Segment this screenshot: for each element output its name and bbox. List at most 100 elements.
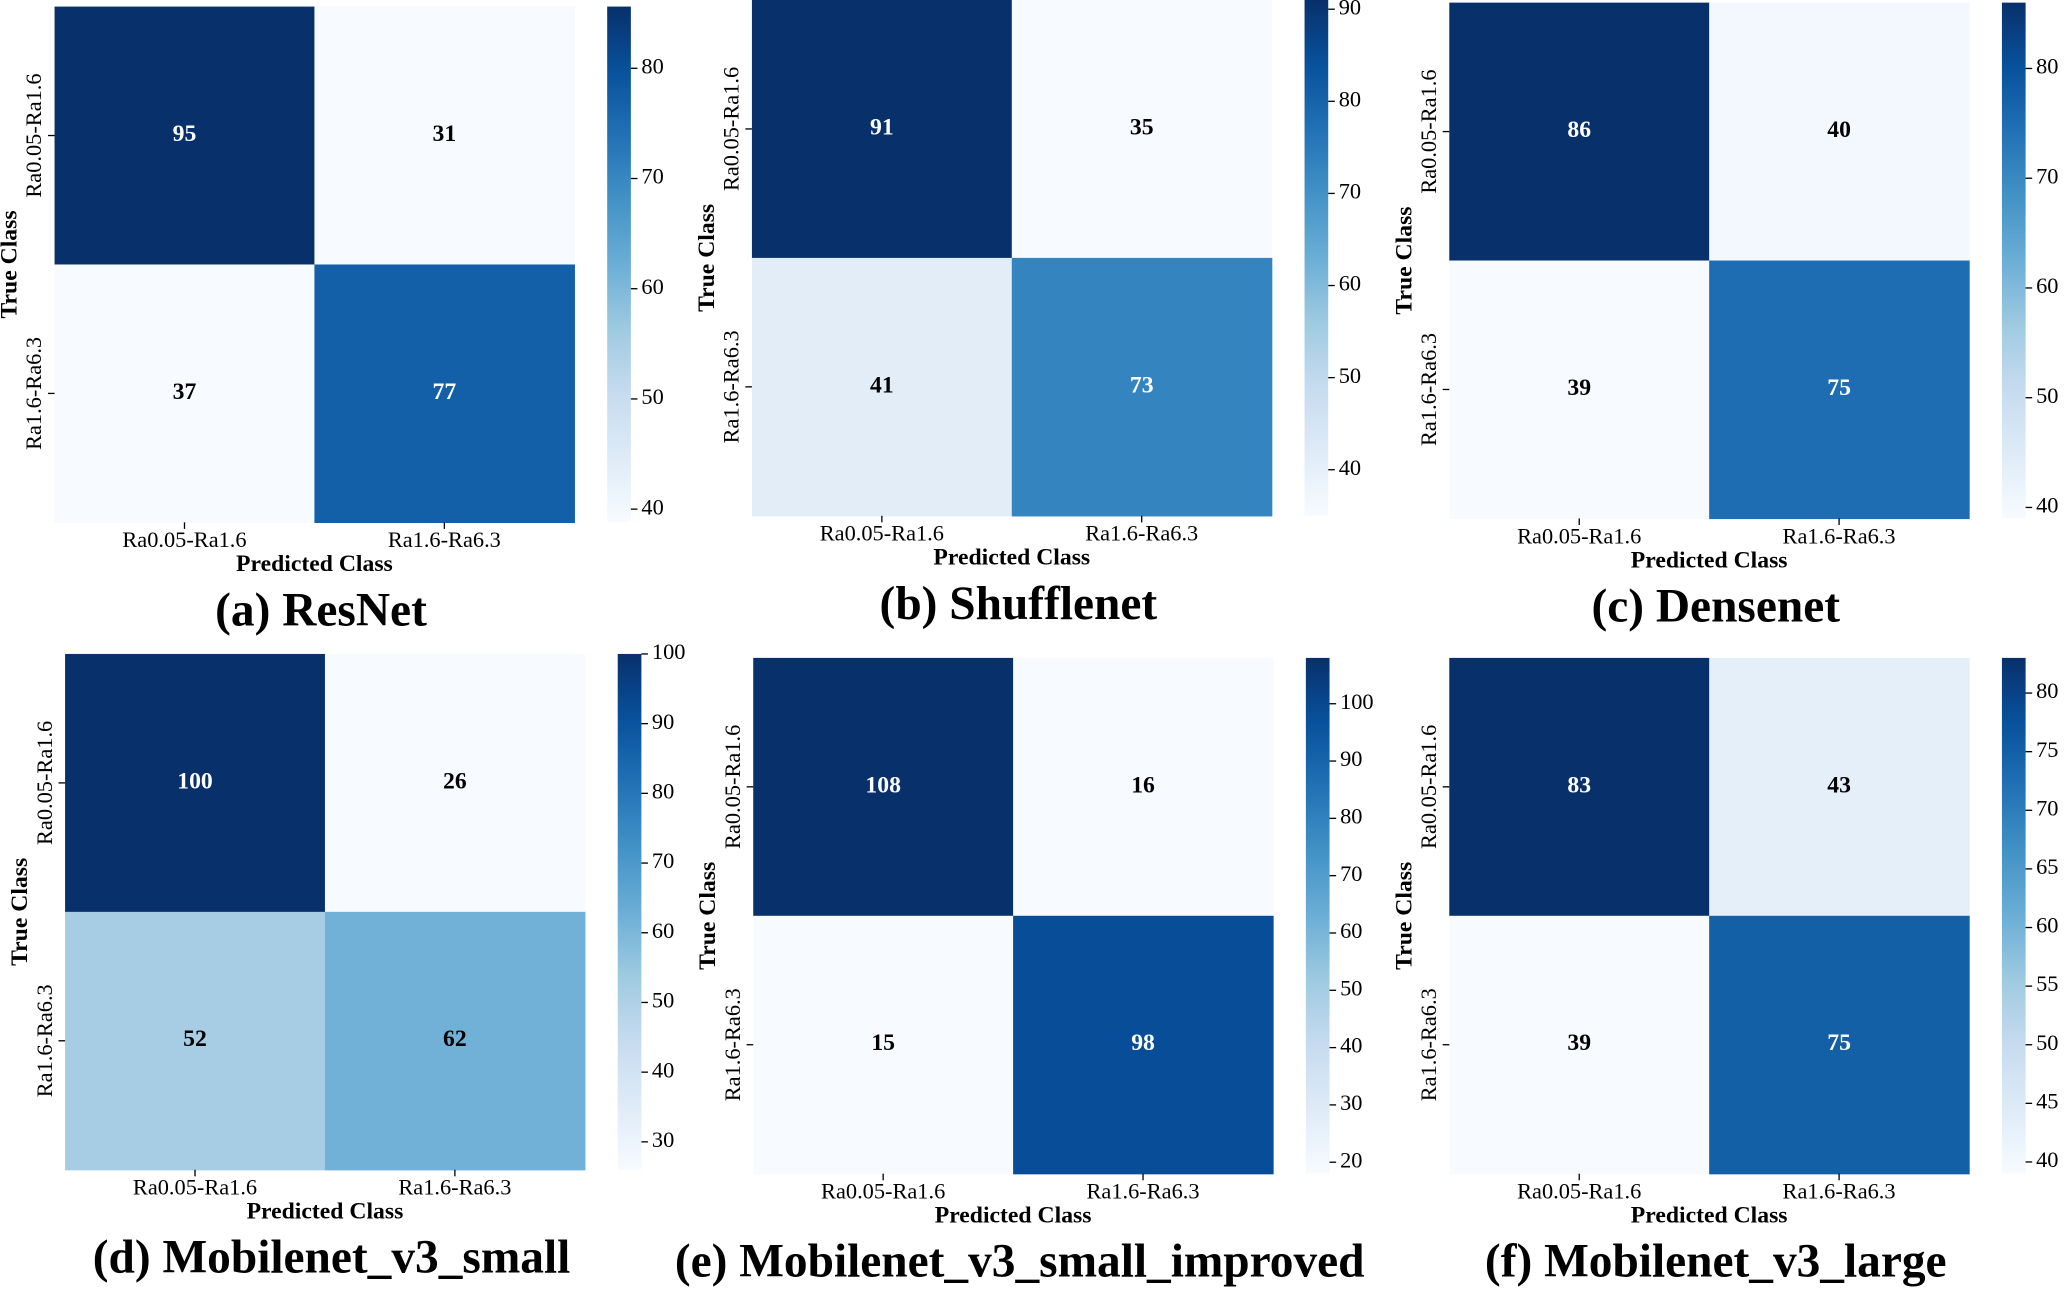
x-tick-label: Ra0.05-Ra1.6: [122, 527, 246, 552]
heatmap-cell: [54, 264, 316, 524]
heatmap-cell: [324, 653, 586, 913]
colorbar-tick-label: 40: [652, 1057, 674, 1082]
heatmap-cell: [1011, 0, 1273, 259]
cell-label: 75: [1827, 1030, 1851, 1056]
heatmap-cell: [1709, 2, 1970, 262]
cell-label: 37: [173, 379, 197, 405]
colorbar-tick-label: 90: [1340, 746, 1362, 771]
colorbar-tick-label: 80: [1339, 86, 1361, 111]
y-tick-label: Ra1.6-Ra6.3: [32, 984, 57, 1097]
x-tick-label: Ra0.05-Ra1.6: [1517, 523, 1641, 548]
cell-label: 39: [1567, 1030, 1591, 1056]
colorbar-tick-label: 50: [1339, 363, 1361, 388]
cell-label: 35: [1130, 114, 1154, 140]
x-axis-label: Predicted Class: [247, 1199, 404, 1225]
cell-label: 43: [1827, 772, 1851, 798]
colorbar: [607, 6, 631, 523]
y-tick-label: Ra0.05-Ra1.6: [1416, 725, 1441, 849]
colorbar-tick-label: 80: [652, 778, 674, 803]
colorbar-tick-label: 80: [2036, 678, 2058, 703]
y-tick-label: Ra0.05-Ra1.6: [21, 73, 46, 197]
colorbar-tick-label: 70: [1339, 179, 1361, 204]
cell-label: 95: [173, 121, 197, 147]
y-axis-label: True Class: [1391, 206, 1417, 314]
colorbar: [1304, 0, 1329, 516]
y-tick-label: Ra1.6-Ra6.3: [1416, 333, 1441, 446]
heatmap-cell: [1013, 657, 1274, 917]
y-tick-label: Ra1.6-Ra6.3: [21, 337, 46, 450]
x-tick-label: Ra1.6-Ra6.3: [1085, 521, 1198, 546]
colorbar-tick-label: 40: [2036, 493, 2058, 518]
cell-label: 15: [871, 1030, 895, 1056]
heatmap-cell: [1013, 915, 1274, 1175]
heatmap-cell: [54, 6, 316, 266]
heatmap-cell: [65, 911, 326, 1171]
colorbar-tick-label: 60: [2036, 273, 2058, 298]
cell-label: 39: [1567, 375, 1591, 401]
colorbar-tick-label: 65: [2036, 854, 2058, 879]
cell-label: 52: [183, 1026, 207, 1052]
colorbar-tick-label: 55: [2036, 971, 2058, 996]
heatmap-cell: [751, 0, 1013, 259]
colorbar-tick-label: 100: [652, 639, 686, 664]
panel-title: (b) Shufflenet: [880, 578, 1158, 630]
y-tick-label: Ra0.05-Ra1.6: [720, 725, 745, 849]
cell-label: 62: [443, 1026, 467, 1052]
y-tick-label: Ra0.05-Ra1.6: [1416, 69, 1441, 193]
y-tick-label: Ra0.05-Ra1.6: [32, 721, 57, 845]
heatmap-cell: [314, 6, 575, 266]
heatmap-cell: [1449, 657, 1710, 917]
colorbar-tick-label: 40: [2036, 1147, 2058, 1172]
cell-label: 91: [870, 114, 894, 140]
x-axis-label: Predicted Class: [1631, 1203, 1788, 1229]
colorbar-tick-label: 50: [2036, 1030, 2058, 1055]
x-tick-label: Ra1.6-Ra6.3: [1087, 1179, 1200, 1204]
colorbar-tick-label: 50: [641, 384, 663, 409]
y-tick-label: Ra1.6-Ra6.3: [719, 330, 744, 443]
colorbar: [2001, 2, 2026, 519]
cell-label: 86: [1567, 117, 1591, 143]
y-axis-label: True Class: [7, 858, 33, 966]
heatmap-cell: [1449, 2, 1710, 262]
x-tick-label: Ra0.05-Ra1.6: [1517, 1179, 1641, 1204]
colorbar-tick-label: 30: [1340, 1090, 1362, 1115]
x-tick-label: Ra1.6-Ra6.3: [1783, 523, 1896, 548]
colorbar-tick-label: 45: [2036, 1088, 2058, 1113]
cell-label: 16: [1131, 772, 1155, 798]
x-tick-label: Ra1.6-Ra6.3: [1783, 1179, 1896, 1204]
colorbar-tick-label: 70: [1340, 861, 1362, 886]
x-tick-label: Ra1.6-Ra6.3: [388, 527, 501, 552]
panel-title: (d) Mobilenet_v3_small: [93, 1232, 571, 1284]
colorbar-tick-label: 50: [2036, 383, 2058, 408]
colorbar-tick-label: 80: [2036, 54, 2058, 79]
panel-title: (f) Mobilenet_v3_large: [1485, 1236, 1947, 1288]
cell-label: 75: [1827, 375, 1851, 401]
colorbar-tick-label: 75: [2036, 737, 2058, 762]
colorbar-tick-label: 100: [1340, 689, 1374, 714]
colorbar: [2001, 657, 2026, 1174]
cell-label: 77: [433, 379, 457, 405]
heatmap-cell: [1449, 260, 1710, 520]
heatmap-cell: [1011, 257, 1273, 517]
y-axis-label: True Class: [695, 862, 721, 970]
colorbar-tick-label: 20: [1340, 1147, 1362, 1172]
cell-label: 73: [1130, 372, 1154, 398]
x-tick-label: Ra0.05-Ra1.6: [821, 1179, 945, 1204]
x-axis-label: Predicted Class: [1631, 547, 1788, 573]
cell-label: 26: [443, 768, 467, 794]
cell-label: 31: [433, 121, 457, 147]
colorbar-tick-label: 40: [1340, 1033, 1362, 1058]
colorbar-tick-label: 70: [2036, 795, 2058, 820]
y-axis-label: True Class: [694, 204, 720, 312]
colorbar-tick-label: 40: [641, 494, 663, 519]
heatmap-cell: [1709, 915, 1970, 1175]
cell-label: 83: [1567, 772, 1591, 798]
colorbar-tick-label: 80: [641, 53, 663, 78]
x-tick-label: Ra0.05-Ra1.6: [820, 521, 944, 546]
colorbar-tick-label: 90: [652, 709, 674, 734]
x-tick-label: Ra0.05-Ra1.6: [133, 1175, 257, 1200]
colorbar-tick-label: 60: [2036, 913, 2058, 938]
x-axis-label: Predicted Class: [933, 545, 1090, 571]
